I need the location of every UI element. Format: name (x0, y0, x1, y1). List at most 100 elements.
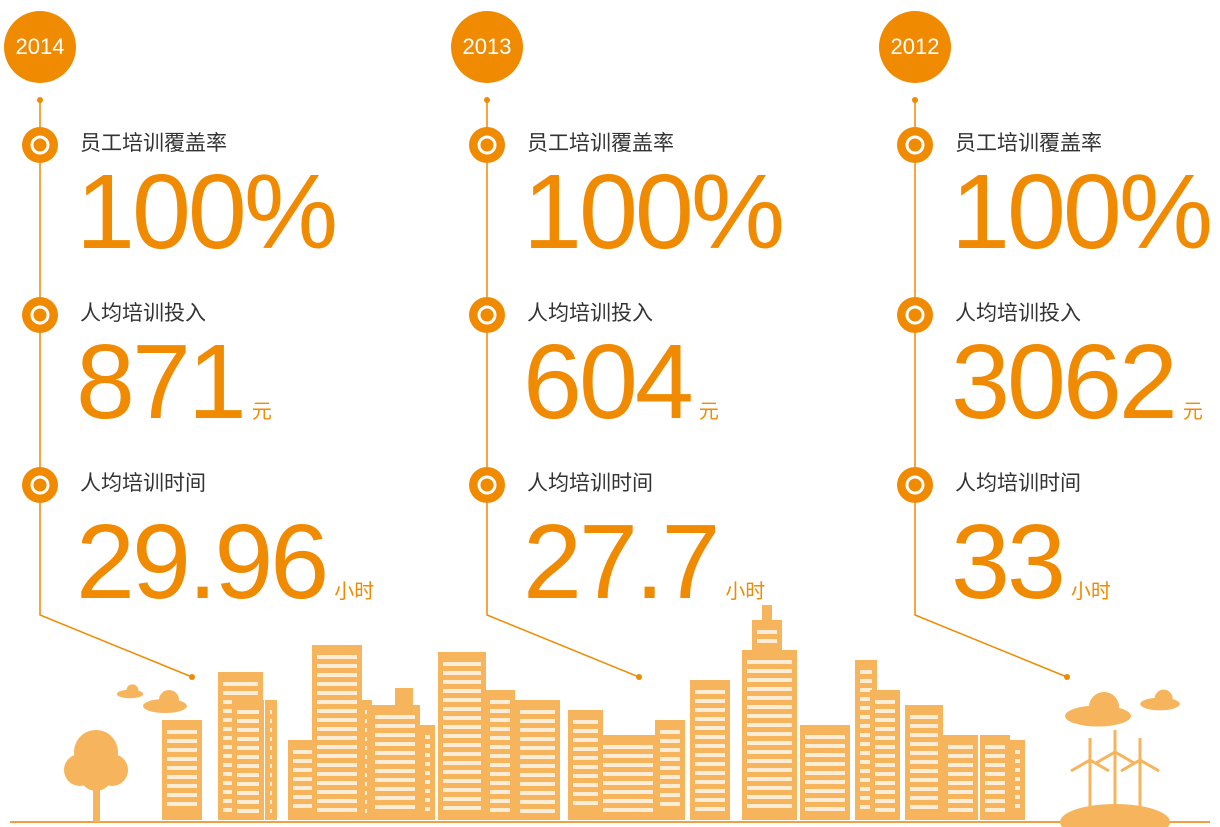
item-icon (22, 297, 58, 333)
item-unit: 小时 (725, 581, 765, 603)
window-row (573, 801, 598, 805)
window-row (747, 723, 792, 727)
window-row (425, 762, 430, 766)
window-row (167, 739, 197, 743)
window-row (1015, 804, 1020, 808)
window-row (237, 746, 259, 750)
window-row (237, 764, 259, 768)
window-row (875, 745, 895, 749)
window-row (520, 791, 555, 795)
window-row (237, 728, 259, 732)
window-row (985, 763, 1005, 767)
cloud (1155, 690, 1173, 708)
window-row (757, 630, 777, 634)
window-row (293, 759, 313, 763)
window-row (375, 787, 415, 791)
window-row (425, 807, 430, 811)
window-row (375, 769, 415, 773)
window-row (443, 698, 481, 702)
window-row (875, 781, 895, 785)
item-value: 3062 (951, 323, 1175, 441)
window-row (317, 673, 357, 677)
window-row (317, 718, 357, 722)
window-row (365, 764, 367, 768)
timeline-dot (1064, 674, 1070, 680)
window-row (603, 745, 653, 749)
window-row (985, 799, 1005, 803)
window-row (317, 664, 357, 668)
item-value-line: 871元 (76, 329, 272, 435)
cloud (1089, 692, 1119, 722)
item-value-line: 27.7小时 (523, 509, 765, 615)
window-row (375, 796, 415, 800)
window-row (603, 772, 653, 776)
window-row (875, 763, 895, 767)
window-row (375, 724, 415, 728)
window-row (443, 716, 481, 720)
window-row (317, 655, 357, 659)
window-row (365, 809, 367, 813)
window-row (695, 807, 725, 811)
window-row (910, 769, 938, 773)
window-row (167, 784, 197, 788)
window-row (425, 753, 430, 757)
window-row (603, 754, 653, 758)
window-row (490, 763, 510, 767)
window-row (317, 754, 357, 758)
window-row (948, 799, 973, 803)
window-row (948, 763, 973, 767)
window-row (520, 800, 555, 804)
window-row (443, 797, 481, 801)
window-row (747, 786, 792, 790)
window-row (293, 804, 313, 808)
window-row (573, 783, 598, 787)
window-row (695, 771, 725, 775)
window-row (365, 746, 367, 750)
window-row (425, 780, 430, 784)
year-label: 2014 (4, 11, 76, 83)
window-row (573, 792, 598, 796)
window-row (875, 799, 895, 803)
window-row (270, 764, 272, 768)
item-value-line: 100% (951, 159, 1210, 265)
window-row (520, 782, 555, 786)
window-row (860, 679, 872, 683)
window-row (660, 793, 680, 797)
item-value: 33 (951, 503, 1063, 621)
window-row (270, 800, 272, 804)
window-row (237, 755, 259, 759)
item-unit: 小时 (1071, 581, 1111, 603)
window-row (375, 760, 415, 764)
item-value: 27.7 (523, 503, 717, 621)
window-row (875, 709, 895, 713)
window-row (293, 786, 313, 790)
window-row (443, 770, 481, 774)
item-value: 604 (523, 323, 691, 441)
window-row (695, 690, 725, 694)
turbine-blade (1115, 752, 1134, 763)
window-row (237, 719, 259, 723)
window-row (490, 718, 510, 722)
window-row (985, 754, 1005, 758)
window-row (443, 788, 481, 792)
window-row (875, 736, 895, 740)
window-row (490, 799, 510, 803)
window-row (660, 802, 680, 806)
window-row (425, 771, 430, 775)
item-value: 100% (523, 153, 782, 271)
window-row (573, 729, 598, 733)
infographic: 2014员工培训覆盖率100%人均培训投入871元人均培训时间29.96小时20… (0, 0, 1220, 827)
window-row (375, 751, 415, 755)
window-row (805, 789, 845, 793)
window-row (910, 778, 938, 782)
window-row (747, 759, 792, 763)
window-row (948, 754, 973, 758)
item-icon (22, 467, 58, 503)
window-row (520, 746, 555, 750)
window-row (695, 789, 725, 793)
window-row (270, 737, 272, 741)
window-row (317, 727, 357, 731)
window-row (317, 808, 357, 812)
item-icon (897, 127, 933, 163)
window-row (910, 787, 938, 791)
